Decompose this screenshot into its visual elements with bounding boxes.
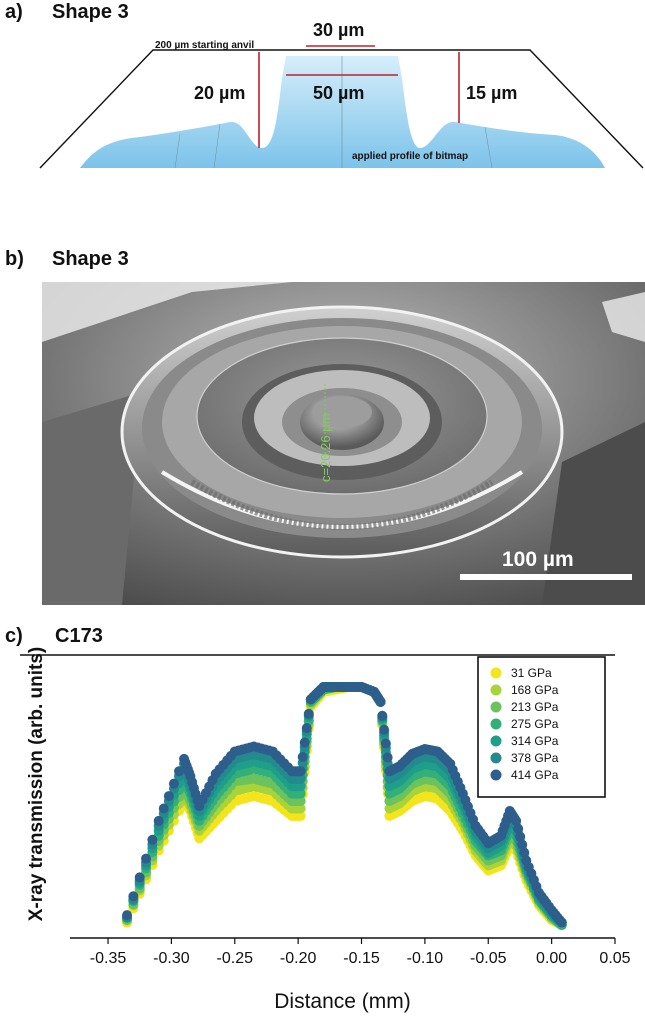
data-point <box>375 696 386 707</box>
profile-divider <box>174 133 181 169</box>
panel-c-title: C173 <box>55 625 103 647</box>
data-point <box>158 803 169 814</box>
legend-label: 314 GPa <box>511 734 559 748</box>
legend-label: 31 GPa <box>511 666 552 680</box>
data-point <box>301 723 312 734</box>
panel-a-title: Shape 3 <box>52 1 129 23</box>
legend-label: 414 GPa <box>511 768 559 782</box>
legend-marker <box>490 701 502 713</box>
mid-width-label: 50 µm <box>313 83 365 103</box>
x-tick-label: -0.25 <box>217 950 254 967</box>
legend-label: 378 GPa <box>511 751 559 765</box>
data-point <box>303 708 314 719</box>
panel-c: c) C173 -0.35 -0.30 -0.25 -0.20 -0.15 -0.10 -0… <box>0 615 645 1033</box>
data-point <box>147 834 158 845</box>
legend-label: 275 GPa <box>511 717 559 731</box>
anvil-outline <box>39 49 644 169</box>
data-point <box>517 839 528 850</box>
data-point <box>380 738 391 749</box>
x-axis-label: Distance (mm) <box>274 990 411 1013</box>
data-point <box>295 766 306 777</box>
transmission-chart: -0.35 -0.30 -0.25 -0.20 -0.15 -0.10 -0.05 0.00 0… <box>20 647 631 1013</box>
scale-bar-label: 100 µm <box>502 548 574 571</box>
data-point <box>556 917 567 928</box>
x-tick-label: -0.30 <box>153 950 190 967</box>
panel-b-title: Shape 3 <box>52 248 129 270</box>
data-point <box>122 910 133 921</box>
data-point <box>513 823 524 834</box>
top-width-label: 30 µm <box>313 20 365 40</box>
panel-c-letter: c) <box>5 625 23 647</box>
profile-label: applied profile of bitmap <box>352 151 469 162</box>
sem-micrograph <box>42 282 645 605</box>
profile-divider <box>213 123 221 169</box>
x-tick-label: -0.20 <box>280 950 317 967</box>
data-point <box>377 710 388 721</box>
legend-marker <box>490 735 502 747</box>
x-tick-label: 0.05 <box>599 950 630 967</box>
data-point <box>174 766 184 777</box>
legend-label: 168 GPa <box>511 683 559 697</box>
x-tick-label: -0.35 <box>90 950 127 967</box>
legend-marker <box>490 667 502 679</box>
panel-a: a) Shape 3 200 µm starting anvil 30 µm 5… <box>0 0 645 200</box>
data-point <box>297 751 308 762</box>
legend-marker <box>490 684 502 696</box>
legend-marker <box>490 752 502 764</box>
panel-a-letter: a) <box>5 1 23 23</box>
profile-divider <box>484 126 493 169</box>
data-point <box>382 752 393 763</box>
left-height-label: 20 µm <box>194 83 246 103</box>
culet-measurement: c=20.26 µm <box>318 413 333 482</box>
data-point <box>163 791 174 802</box>
right-height-label: 15 µm <box>466 83 518 103</box>
bitmap-profile <box>80 56 605 168</box>
panel-b-letter: b) <box>5 248 24 270</box>
data-point <box>511 815 522 826</box>
data-point <box>128 891 139 902</box>
data-point <box>299 737 310 748</box>
data-point <box>379 724 390 735</box>
data-point <box>519 847 530 858</box>
data-point <box>134 872 145 883</box>
x-tick-label: -0.15 <box>343 950 380 967</box>
legend-label: 213 GPa <box>511 700 559 714</box>
y-axis-label: X-ray transmission (arb. units) <box>26 647 47 922</box>
anvil-label: 200 µm starting anvil <box>155 40 255 51</box>
anvil-schematic <box>39 45 644 169</box>
sem-image: c=20.26 µm 100 µm <box>42 282 645 605</box>
x-tick-label: 0.00 <box>536 950 567 967</box>
data-point <box>141 853 152 864</box>
data-point <box>515 831 526 842</box>
legend-marker <box>490 718 502 730</box>
legend-marker <box>490 769 502 781</box>
x-tick-label: -0.10 <box>407 950 444 967</box>
data-point <box>168 778 179 789</box>
x-tick-label: -0.05 <box>470 950 507 967</box>
data-point <box>153 815 164 826</box>
